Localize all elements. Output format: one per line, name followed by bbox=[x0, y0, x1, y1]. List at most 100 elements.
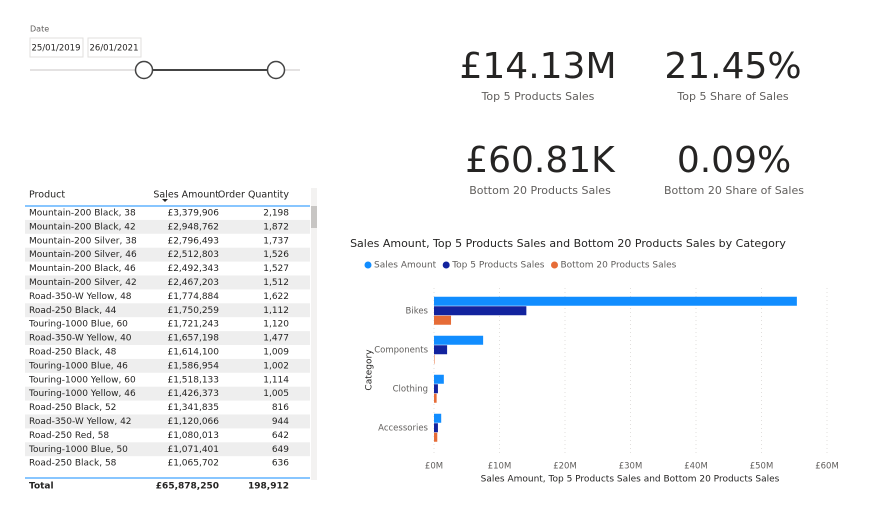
scrollbar[interactable] bbox=[311, 188, 317, 480]
table-cell: Touring-1000 Blue, 46 bbox=[28, 361, 128, 371]
date-box[interactable] bbox=[87, 37, 142, 58]
card-value: £60.81K bbox=[465, 140, 616, 181]
row-band bbox=[25, 247, 310, 262]
bar bbox=[434, 413, 442, 423]
bar bbox=[434, 393, 437, 403]
bar bbox=[434, 306, 527, 316]
y-axis-title: Category bbox=[365, 349, 375, 391]
card-label: Bottom 20 Products Sales bbox=[469, 184, 611, 197]
table-cell: 816 bbox=[272, 403, 289, 413]
card-label: Bottom 20 Share of Sales bbox=[664, 184, 804, 197]
table-cell: Mountain-200 Black, 38 bbox=[29, 209, 136, 219]
table-cell: Mountain-200 Silver, 46 bbox=[29, 250, 137, 260]
table-cell: Road-350-W Yellow, 48 bbox=[29, 292, 132, 302]
slider-handle[interactable] bbox=[266, 60, 286, 80]
chart-title: Sales Amount, Top 5 Products Sales and B… bbox=[350, 237, 786, 250]
table-cell: £2,467,203 bbox=[167, 278, 219, 288]
end-date: 26/01/2021 bbox=[90, 44, 139, 54]
table-cell: 1,872 bbox=[263, 222, 289, 232]
table-cell: £1,750,259 bbox=[167, 306, 219, 316]
table-cell: £3,379,906 bbox=[167, 209, 219, 219]
table-cell: £2,492,343 bbox=[167, 264, 219, 274]
bar bbox=[434, 354, 435, 364]
table-cell: £1,518,133 bbox=[167, 375, 219, 385]
legend-label: Sales Amount bbox=[374, 261, 437, 271]
sort-arrow bbox=[162, 199, 168, 202]
table-cell: 649 bbox=[272, 445, 289, 455]
table-cell: 636 bbox=[272, 459, 289, 469]
table-cell: Road-250 Black, 44 bbox=[29, 306, 117, 316]
table-cell: £1,657,198 bbox=[167, 334, 219, 344]
column-header: Order Quantity bbox=[218, 190, 289, 201]
table-cell: Touring-1000 Yellow, 60 bbox=[28, 375, 136, 385]
table-cell: 1,114 bbox=[263, 375, 289, 385]
x-tick-label: £40M bbox=[684, 462, 708, 472]
table-cell: £1,721,243 bbox=[167, 320, 219, 330]
table-cell: 1,009 bbox=[263, 348, 289, 358]
table-cell: 1,512 bbox=[263, 278, 289, 288]
row-band bbox=[25, 219, 310, 234]
table-cell: £1,071,401 bbox=[167, 445, 219, 455]
x-tick-label: £10M bbox=[488, 462, 512, 472]
table-cell: £2,948,762 bbox=[167, 222, 219, 232]
card-value: 21.45% bbox=[664, 46, 801, 87]
table-cell: 642 bbox=[272, 431, 289, 441]
table-cell: £1,426,373 bbox=[167, 389, 219, 399]
x-tick-label: £20M bbox=[553, 462, 577, 472]
x-tick-label: £50M bbox=[750, 462, 774, 472]
table-cell: Road-250 Black, 52 bbox=[29, 403, 116, 413]
row-band bbox=[25, 358, 310, 373]
slider-handle[interactable] bbox=[134, 60, 154, 80]
x-axis-title: Sales Amount, Top 5 Products Sales and B… bbox=[481, 475, 780, 485]
table-cell: Road-350-W Yellow, 40 bbox=[29, 334, 132, 344]
legend-label: Bottom 20 Products Sales bbox=[561, 261, 677, 271]
start-date: 25/01/2019 bbox=[32, 44, 81, 54]
bar bbox=[434, 335, 484, 345]
row-band bbox=[25, 303, 310, 318]
table-cell: £2,796,493 bbox=[167, 236, 219, 246]
card-label: Top 5 Products Sales bbox=[481, 90, 595, 103]
bar bbox=[434, 315, 452, 325]
legend-marker bbox=[442, 261, 450, 269]
table-cell: Mountain-200 Black, 46 bbox=[29, 264, 136, 274]
row-band bbox=[25, 331, 310, 345]
card-value: £14.13M bbox=[459, 46, 616, 87]
date-box[interactable] bbox=[29, 37, 84, 58]
x-tick-label: £30M bbox=[619, 462, 643, 472]
y-tick-label: Bikes bbox=[406, 307, 429, 317]
table-cell: 1,527 bbox=[263, 264, 289, 274]
table-cell: Touring-1000 Blue, 60 bbox=[28, 320, 128, 330]
table-cell: Mountain-200 Silver, 42 bbox=[29, 278, 137, 288]
bar bbox=[434, 384, 438, 394]
table-cell: 1,112 bbox=[263, 306, 289, 316]
card-value: 0.09% bbox=[677, 140, 791, 181]
table-cell: £1,586,954 bbox=[167, 361, 219, 371]
table-cell: 944 bbox=[272, 417, 289, 427]
x-tick-label: £60M bbox=[815, 462, 839, 472]
table-cell: 1,526 bbox=[263, 250, 289, 260]
table-cell: Road-350-W Yellow, 42 bbox=[29, 417, 132, 427]
legend-marker bbox=[364, 261, 372, 269]
bar bbox=[434, 345, 448, 355]
table-cell: £1,080,013 bbox=[167, 431, 219, 441]
table-cell: 1,002 bbox=[263, 361, 289, 371]
table-cell: Road-250 Red, 58 bbox=[29, 431, 109, 441]
row-band bbox=[25, 442, 310, 457]
slicer-title: Date bbox=[30, 25, 49, 34]
total-cell: Total bbox=[29, 482, 54, 492]
legend-marker bbox=[551, 261, 558, 269]
table-cell: Touring-1000 Yellow, 46 bbox=[28, 389, 136, 399]
card-label: Top 5 Share of Sales bbox=[676, 90, 788, 103]
table-cell: 1,005 bbox=[263, 389, 289, 399]
scroll-thumb[interactable] bbox=[311, 206, 317, 228]
bar bbox=[434, 423, 438, 433]
table-cell: 1,120 bbox=[263, 320, 289, 330]
table-cell: 1,477 bbox=[263, 334, 289, 344]
x-tick-label: £0M bbox=[425, 462, 443, 472]
table-cell: £1,065,702 bbox=[167, 459, 219, 469]
legend-label: Top 5 Products Sales bbox=[451, 261, 545, 271]
table-cell: 2,198 bbox=[263, 209, 289, 219]
table-cell: £2,512,803 bbox=[167, 250, 219, 260]
table-cell: 1,737 bbox=[263, 236, 289, 246]
